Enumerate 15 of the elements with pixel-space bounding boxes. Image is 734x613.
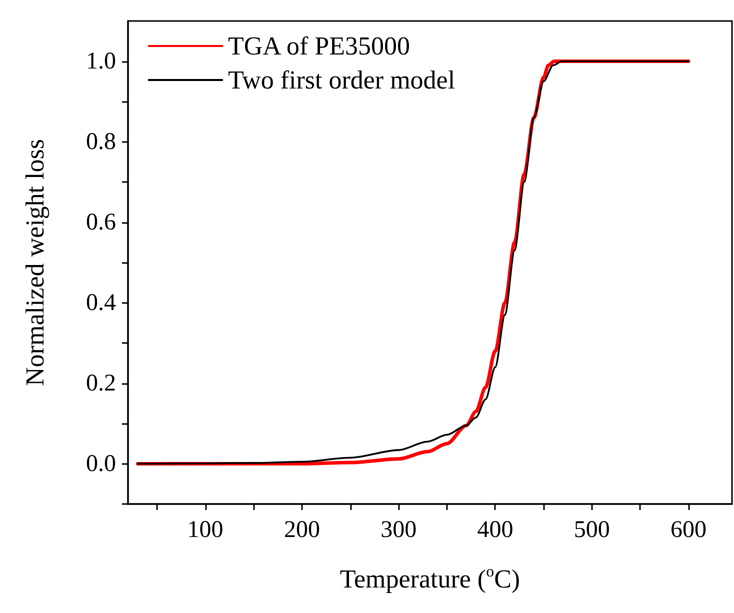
y-tick-label: 0.0 (86, 450, 116, 477)
x-tick-label: 400 (477, 517, 514, 543)
y-tick-label: 0.2 (86, 370, 116, 396)
x-tick-label: 500 (574, 517, 610, 543)
y-tick-label: 0.8 (86, 128, 116, 155)
y-axis-title: Normalized weight loss (20, 139, 50, 386)
legend-label: TGA of PE35000 (228, 32, 410, 60)
legend-label: Two first order model (228, 66, 456, 94)
x-tick-label: 600 (670, 517, 707, 543)
x-tick-label: 300 (380, 517, 417, 543)
y-tick-label: 1.0 (86, 48, 116, 74)
x-tick-label: 100 (187, 517, 224, 543)
y-tick-label: 0.6 (86, 209, 116, 236)
y-tick-label: 0.4 (86, 290, 116, 316)
x-tick-label: 200 (284, 517, 320, 543)
